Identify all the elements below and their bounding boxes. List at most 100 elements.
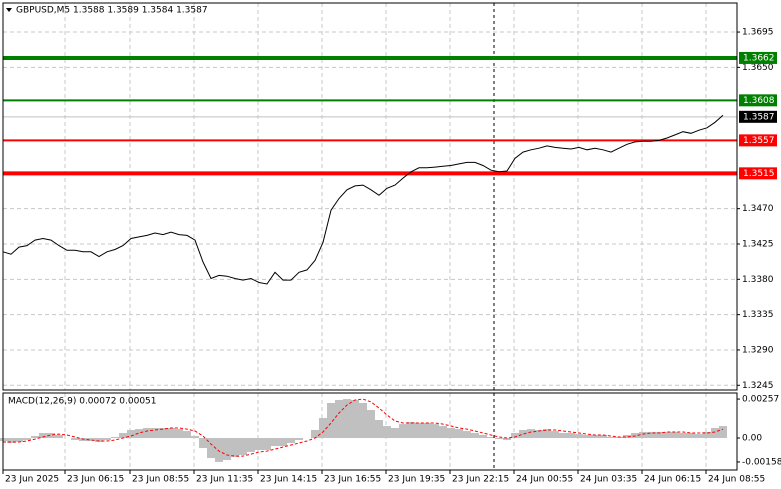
histogram-bar	[551, 431, 559, 439]
level-label: 1.3608	[743, 96, 775, 106]
last-price-box	[739, 110, 777, 123]
histogram-bar	[23, 438, 31, 440]
histogram-bar	[607, 436, 615, 439]
x-tick-label: 23 Jun 06:15	[67, 475, 124, 485]
histogram-bar	[239, 438, 247, 455]
y-tick-label: 0.00257	[742, 395, 779, 405]
histogram-bar	[103, 438, 111, 440]
histogram-bar	[319, 418, 327, 439]
histogram-bar	[639, 431, 647, 439]
level-label-box	[739, 167, 777, 180]
histogram-bar	[151, 428, 159, 439]
histogram-bar	[471, 433, 479, 439]
histogram-bar	[207, 438, 215, 459]
level-label-box	[739, 94, 777, 107]
x-tick-label: 23 Jun 14:15	[260, 475, 317, 485]
histogram-bar	[415, 423, 423, 439]
histogram-bar	[375, 419, 383, 439]
histogram-bar	[127, 429, 135, 439]
histogram-bar	[687, 433, 695, 439]
histogram-bar	[311, 429, 319, 439]
histogram-bar	[623, 434, 631, 439]
histogram-bar	[359, 403, 367, 439]
y-tick-label: 1.3695	[742, 28, 774, 38]
y-tick-label: -0.00158	[742, 457, 781, 467]
histogram-bar	[343, 399, 351, 439]
histogram-bar	[391, 428, 399, 439]
histogram-bar	[367, 409, 375, 439]
histogram-bar	[87, 438, 95, 442]
histogram-bar	[183, 431, 191, 439]
histogram-bar	[351, 399, 359, 439]
price-line	[2, 114, 724, 285]
histogram-bar	[535, 429, 543, 439]
x-tick-label: 23 Jun 08:55	[132, 475, 189, 485]
histogram-bar	[663, 431, 671, 439]
histogram-bar	[423, 423, 431, 439]
histogram-bar	[383, 426, 391, 439]
histogram-bar	[503, 438, 511, 440]
histogram-bar	[479, 434, 487, 439]
level-label: 1.3515	[743, 169, 775, 179]
level-label-box	[739, 51, 777, 64]
histogram-bar	[175, 429, 183, 439]
histogram-bar	[15, 438, 23, 442]
histogram-bar	[335, 399, 343, 439]
histogram-bar	[191, 436, 199, 439]
histogram-bar	[223, 438, 231, 460]
y-tick-label: 1.3245	[742, 381, 774, 391]
x-tick-label: 24 Jun 00:55	[516, 475, 573, 485]
histogram-bar	[719, 426, 727, 439]
price-pane-border	[2, 2, 738, 391]
y-tick-label: 0.00	[742, 434, 762, 444]
chart-title: GBPUSD,M5 1.3588 1.3589 1.3584 1.3587	[16, 6, 208, 16]
histogram-bar	[111, 436, 119, 439]
y-tick-label: 1.3380	[742, 275, 774, 285]
histogram-bar	[559, 433, 567, 439]
histogram-bar	[279, 438, 287, 447]
histogram-bar	[135, 429, 143, 439]
level-label: 1.3662	[743, 53, 775, 63]
histogram-bar	[543, 429, 551, 439]
histogram-bar	[487, 436, 495, 439]
histogram-bar	[495, 438, 503, 440]
histogram-bar	[463, 431, 471, 439]
histogram-bar	[55, 434, 63, 439]
histogram-bar	[575, 434, 583, 439]
histogram-bar	[287, 438, 295, 444]
x-tick-label: 23 Jun 19:35	[388, 475, 445, 485]
x-tick-label: 24 Jun 06:15	[644, 475, 701, 485]
level-label-box	[739, 134, 777, 147]
histogram-bar	[431, 424, 439, 439]
y-tick-label: 1.3470	[742, 204, 774, 214]
indicator-title: MACD(12,26,9) 0.00072 0.00051	[8, 397, 157, 407]
signal-line	[3, 398, 724, 457]
histogram-bar	[71, 438, 79, 440]
histogram-bar	[567, 433, 575, 439]
histogram-bar	[679, 433, 687, 439]
x-tick-label: 24 Jun 08:55	[708, 475, 765, 485]
histogram-bar	[119, 433, 127, 439]
histogram-bar	[167, 428, 175, 439]
histogram-bar	[671, 431, 679, 439]
histogram-bar	[47, 433, 55, 439]
x-tick-label: 23 Jun 2025	[5, 475, 59, 485]
histogram-bar	[31, 436, 39, 439]
histogram-bar	[39, 433, 47, 439]
histogram-bar	[271, 438, 279, 447]
y-tick-label: 1.3425	[742, 239, 774, 249]
level-label: 1.3557	[743, 136, 775, 146]
histogram-bar	[519, 429, 527, 439]
histogram-bar	[647, 431, 655, 439]
y-tick-label: 1.3650	[742, 63, 774, 73]
histogram-bar	[327, 403, 335, 439]
y-tick-label: 1.3335	[742, 310, 774, 320]
indicator-pane-border	[2, 392, 738, 471]
histogram-bar	[143, 428, 151, 439]
histogram-bar	[455, 429, 463, 439]
histogram-bar	[711, 428, 719, 439]
histogram-bar	[591, 434, 599, 439]
y-tick-label: 1.3290	[742, 345, 774, 355]
